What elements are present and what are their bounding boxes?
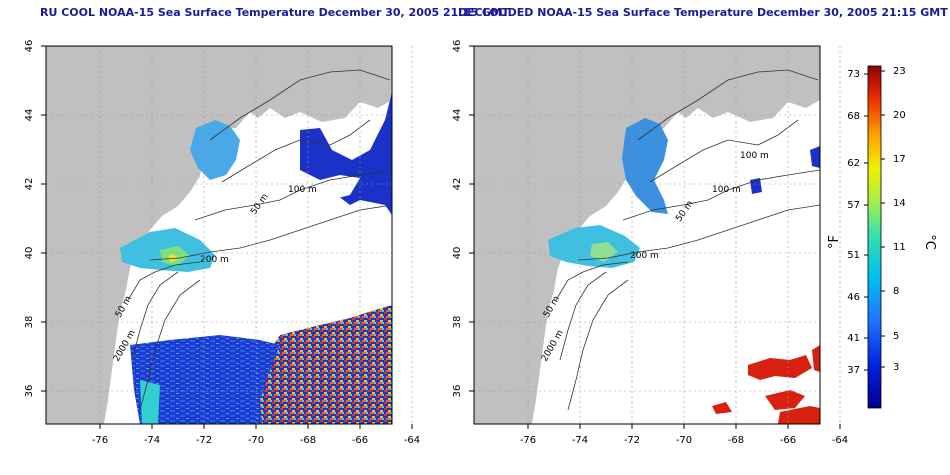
- right-map-frame: [473, 45, 821, 425]
- contour-label: 200 m: [630, 251, 659, 261]
- celsius-tick-label: 23: [893, 66, 906, 77]
- left-map: [46, 46, 392, 424]
- gulf-stream: [250, 305, 392, 424]
- left-map-title: RU COOL NOAA-15 Sea Surface Temperature …: [40, 6, 510, 19]
- fahrenheit-tick-label: 51: [847, 250, 860, 261]
- longitude-tick-label: -74: [144, 435, 160, 446]
- longitude-tick-label: -68: [300, 435, 316, 446]
- fahrenheit-tick-label: 62: [847, 158, 860, 169]
- fahrenheit-tick-label: 73: [847, 69, 860, 80]
- left-map-frame: [45, 45, 393, 425]
- latitude-tick-label: 36: [452, 385, 463, 398]
- celsius-tick-label: 11: [893, 242, 906, 253]
- latitude-tick-label: 42: [24, 178, 35, 191]
- latitude-tick-label: 46: [24, 40, 35, 53]
- latitude-tick-label: 38: [24, 316, 35, 329]
- longitude-tick-label: -72: [196, 435, 212, 446]
- longitude-tick-label: -70: [676, 435, 692, 446]
- latitude-tick-label: 40: [452, 247, 463, 260]
- fahrenheit-tick-label: 37: [847, 365, 860, 376]
- celsius-tick-label: 14: [893, 198, 906, 209]
- land-mass: [46, 46, 392, 424]
- celsius-tick-label: 3: [893, 362, 899, 373]
- fahrenheit-label: °F: [827, 235, 842, 249]
- longitude-tick-label: -76: [92, 435, 108, 446]
- right-map: [474, 46, 820, 424]
- latitude-tick-label: 44: [24, 109, 35, 122]
- right-grid: [474, 46, 841, 424]
- longitude-tick-label: -74: [572, 435, 588, 446]
- latitude-tick-label: 40: [24, 247, 35, 260]
- celsius-tick-label: 17: [893, 154, 906, 165]
- longitude-tick-label: -64: [404, 435, 420, 446]
- colorbar: 73 68 62 57 51 46 41 37 23 20 17 14 11 8 5 3 °F °C: [827, 65, 937, 409]
- longitude-tick-label: -66: [780, 435, 796, 446]
- longitude-tick-label: -64: [832, 435, 848, 446]
- contour-label: 100 m: [740, 151, 769, 161]
- cloud-cover: [130, 185, 392, 340]
- latitude-tick-label: 46: [452, 40, 463, 53]
- contour-label: 100 m: [288, 185, 317, 195]
- celsius-tick-label: 8: [893, 286, 899, 297]
- latitude-tick-label: 36: [24, 385, 35, 398]
- contour-label: 100 m: [712, 185, 741, 195]
- fahrenheit-tick-label: 41: [847, 333, 860, 344]
- fahrenheit-tick-label: 57: [847, 200, 860, 211]
- right-map-title: DECLOUDED NOAA-15 Sea Surface Temperatur…: [458, 6, 948, 19]
- latitude-tick-label: 42: [452, 178, 463, 191]
- celsius-tick-label: 5: [893, 331, 899, 342]
- longitude-tick-label: -72: [624, 435, 640, 446]
- contour-label: 200 m: [200, 255, 229, 265]
- gulf-stream: [712, 345, 820, 424]
- longitude-tick-label: -66: [352, 435, 368, 446]
- shelf-water: [622, 118, 668, 214]
- right-contours: [555, 69, 820, 411]
- longitude-tick-label: -76: [520, 435, 536, 446]
- left-grid: [46, 46, 413, 424]
- right-axis: -76 -74 -72 -70 -68 -66 -64 46 44 42 40 38 36: [452, 40, 848, 446]
- land-mass: [474, 46, 820, 424]
- longitude-tick-label: -68: [728, 435, 744, 446]
- offshore-water: [130, 335, 280, 424]
- latitude-tick-label: 38: [452, 316, 463, 329]
- longitude-tick-label: -70: [248, 435, 264, 446]
- left-axis: -76 -74 -72 -70 -68 -66 -64 46 44 42 40 38 36: [24, 40, 420, 446]
- colorbar-gradient: [867, 65, 882, 409]
- shelf-water: [190, 120, 240, 180]
- left-contours: [127, 69, 392, 411]
- fahrenheit-tick-label: 46: [847, 292, 860, 303]
- fahrenheit-tick-label: 68: [847, 111, 860, 122]
- celsius-tick-label: 20: [893, 110, 906, 121]
- celsius-label: °C: [922, 234, 937, 250]
- latitude-tick-label: 44: [452, 109, 463, 122]
